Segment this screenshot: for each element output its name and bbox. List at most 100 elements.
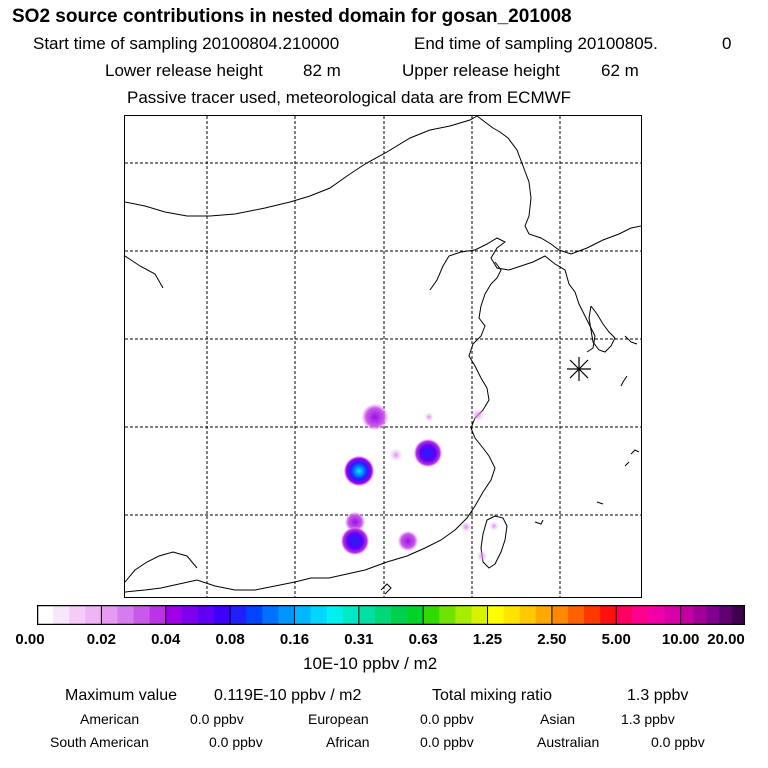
graticule <box>125 116 641 597</box>
colorbar-swatch <box>600 605 617 625</box>
colorbar-tick-label: 10.00 <box>661 631 700 648</box>
colorbar-swatch <box>133 605 151 625</box>
colorbar-swatch <box>632 605 650 625</box>
total-mixing-value: 1.3 ppbv <box>627 687 689 704</box>
colorbar-swatch <box>69 605 86 625</box>
colorbar-swatch <box>53 605 70 625</box>
start-time-label: Start time of sampling 20100804.210000 <box>33 34 340 53</box>
colorbar-swatch <box>262 605 279 625</box>
plume-d-top <box>345 512 365 532</box>
colorbar-swatch <box>294 605 312 625</box>
chart-title: SO2 source contributions in nested domai… <box>12 6 572 27</box>
colorbar-swatch <box>101 605 119 625</box>
tracer-note: Passive tracer used, meteorological data… <box>127 88 572 107</box>
colorbar-swatch <box>719 605 733 625</box>
region-name: Asian <box>540 711 576 727</box>
max-value-label: Maximum value <box>65 687 178 704</box>
receptor-marker <box>567 357 591 381</box>
max-value: 0.119E-10 ppbv / m2 <box>214 687 362 704</box>
colorbar-swatch <box>648 605 666 625</box>
colorbar-swatch <box>503 605 521 625</box>
colorbar-swatch <box>551 605 569 625</box>
colorbar-tick-label: 0.16 <box>279 631 310 648</box>
colorbar-swatch <box>706 605 720 625</box>
colorbar-tick-label: 20.00 <box>707 631 745 648</box>
coastlines <box>125 116 641 595</box>
plume-e <box>341 527 369 555</box>
plume-faint-4 <box>460 521 472 533</box>
colorbar-tick-label: 0.02 <box>86 631 116 648</box>
colorbar-swatch <box>85 605 102 625</box>
region-value: 0.0 ppbv <box>209 734 263 750</box>
plume-a <box>362 404 388 430</box>
colorbar-swatch <box>439 605 456 625</box>
region-value: 0.0 ppbv <box>420 711 474 727</box>
lower-height-value: 82 m <box>303 61 341 80</box>
region-name: South American <box>50 734 149 750</box>
colorbar-swatch <box>680 605 695 625</box>
upper-height-value: 62 m <box>601 61 639 80</box>
map-panel <box>124 115 642 598</box>
lower-height-label: Lower release height <box>105 61 263 80</box>
colorbar-swatch <box>230 605 247 625</box>
colorbar-tick-label: 2.50 <box>537 631 567 648</box>
plume-d <box>398 531 418 551</box>
colorbar-swatch <box>342 605 360 625</box>
colorbar-swatch <box>519 605 537 625</box>
total-mixing-label: Total mixing ratio <box>432 687 553 704</box>
colorbar-swatch <box>246 605 263 625</box>
colorbar-swatch <box>616 605 633 625</box>
colorbar-swatch <box>423 605 440 625</box>
colorbar-swatch <box>214 605 231 625</box>
colorbar-swatch <box>471 605 489 625</box>
colorbar-swatch <box>149 605 167 625</box>
colorbar-swatch <box>407 605 424 625</box>
colorbar-tick-label: 0.08 <box>215 631 245 648</box>
colorbar-border <box>37 605 745 625</box>
colorbar-swatch <box>732 605 745 625</box>
end-time-suffix: 0 <box>722 34 732 53</box>
colorbar <box>37 605 745 625</box>
colorbar-swatch <box>391 605 408 625</box>
colorbar-swatch <box>693 605 707 625</box>
colorbar-swatch <box>37 605 54 625</box>
colorbar-swatch <box>487 605 505 625</box>
plume-faint-3 <box>389 448 403 462</box>
colorbar-tick-label: 0.04 <box>151 631 181 648</box>
colorbar-unit: 10E-10 ppbv / m2 <box>303 654 438 673</box>
region-name: Australian <box>537 734 600 750</box>
plume-faint-5 <box>476 550 488 562</box>
plume-c <box>344 456 374 486</box>
colorbar-swatch <box>165 605 183 625</box>
region-value: 0.0 ppbv <box>651 734 705 750</box>
plume-faint-2 <box>471 408 485 422</box>
source-plumes <box>341 404 499 562</box>
colorbar-swatch <box>664 605 682 625</box>
plume-faint-1 <box>424 412 434 422</box>
region-value: 0.0 ppbv <box>190 711 244 727</box>
colorbar-swatch <box>584 605 601 625</box>
map-svg <box>125 116 641 597</box>
colorbar-tick-label: 1.25 <box>472 631 503 648</box>
colorbar-swatch <box>197 605 215 625</box>
end-time-label: End time of sampling 20100805. <box>414 34 658 53</box>
region-value: 1.3 ppbv <box>621 711 675 727</box>
region-name: American <box>80 711 140 727</box>
region-name: European <box>308 711 369 727</box>
colorbar-swatch <box>535 605 553 625</box>
colorbar-swatch <box>568 605 585 625</box>
colorbar-swatch <box>358 605 376 625</box>
colorbar-swatch <box>278 605 296 625</box>
plume-b <box>414 439 442 467</box>
region-value: 0.0 ppbv <box>420 734 474 750</box>
colorbar-swatch <box>326 605 344 625</box>
colorbar-tick-label: 0.31 <box>344 631 374 648</box>
colorbar-swatch <box>310 605 328 625</box>
colorbar-tick-label: 5.00 <box>601 631 631 648</box>
colorbar-tick-label: 0.63 <box>408 631 438 648</box>
colorbar-swatch <box>374 605 392 625</box>
upper-height-label: Upper release height <box>402 61 560 80</box>
region-name: African <box>326 734 370 750</box>
colorbar-swatch <box>455 605 473 625</box>
colorbar-swatch <box>181 605 199 625</box>
